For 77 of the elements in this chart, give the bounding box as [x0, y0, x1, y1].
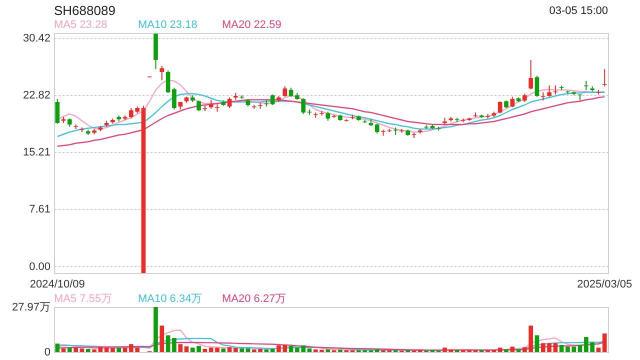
- bar: [498, 348, 502, 352]
- bar: [534, 335, 540, 352]
- bar: [510, 346, 515, 352]
- bar: [178, 344, 183, 352]
- text: MA5 7.55万: [54, 293, 112, 305]
- bar: [227, 347, 232, 352]
- bar: [374, 349, 380, 352]
- candlestick: [528, 60, 533, 90]
- candlestick: [498, 100, 502, 114]
- bar: [172, 338, 176, 352]
- text: 03-05 15:00: [549, 5, 608, 17]
- bar: [166, 335, 170, 352]
- y-tick-label: 30.42: [22, 32, 50, 45]
- bar: [98, 347, 103, 352]
- bar: [55, 344, 60, 352]
- bar: [288, 346, 294, 352]
- line-series: [56, 92, 606, 138]
- bar: [307, 348, 312, 352]
- bar: [578, 344, 582, 352]
- line-series: [56, 338, 606, 351]
- candlestick: [270, 94, 275, 106]
- candlestick: [510, 96, 515, 108]
- y-tick-label: 22.82: [22, 90, 50, 102]
- bar: [86, 348, 90, 352]
- candlestick: [166, 70, 170, 94]
- x-tick-label: 2024/10/09: [30, 278, 85, 290]
- bar: [326, 349, 330, 352]
- text: MA10 6.34万: [138, 293, 202, 305]
- bar: [68, 348, 72, 352]
- y-tick-label: 0.00: [29, 260, 50, 273]
- candlestick: [547, 85, 552, 98]
- candlestick: [227, 97, 232, 108]
- bar: [240, 348, 244, 352]
- bar: [110, 348, 115, 352]
- candlestick: [301, 98, 306, 114]
- text: MA20 22.59: [222, 19, 282, 31]
- bar: [504, 349, 508, 352]
- bar: [74, 348, 78, 352]
- candlestick: [55, 98, 60, 124]
- bar: [61, 348, 66, 352]
- bar: [122, 348, 128, 352]
- text: MA5 23.28: [54, 19, 108, 31]
- bar: [160, 326, 164, 352]
- bar: [553, 343, 558, 352]
- bar: [116, 348, 122, 352]
- chart-title: SH688089: [54, 3, 116, 18]
- bar: [184, 346, 189, 352]
- bar: [516, 349, 521, 352]
- candlestick: [374, 123, 380, 134]
- line-series: [56, 96, 606, 147]
- candlestick: [282, 86, 288, 98]
- bar: [596, 348, 601, 352]
- bar: [270, 348, 275, 352]
- bar: [202, 348, 208, 352]
- bar: [264, 349, 269, 352]
- candlestick: [602, 68, 607, 87]
- text: MA10 23.18: [138, 19, 198, 31]
- bar: [80, 348, 84, 352]
- y-tick-label: 0: [44, 346, 50, 358]
- bar: [234, 348, 238, 352]
- y-tick-label: 15.21: [22, 146, 50, 159]
- candlestick: [172, 87, 176, 110]
- bar: [92, 349, 96, 352]
- bar: [104, 348, 109, 352]
- x-tick-label: 2025/03/05: [577, 278, 632, 290]
- bar: [154, 307, 158, 352]
- line-series: [56, 80, 606, 133]
- y-tick-label: 27.97万: [12, 302, 50, 314]
- bar: [602, 334, 607, 352]
- candlestick: [534, 75, 540, 98]
- candlestick: [196, 100, 201, 112]
- bar: [246, 348, 250, 352]
- y-tick-label: 7.61: [29, 204, 50, 216]
- bar: [221, 348, 226, 352]
- bar: [559, 344, 564, 352]
- line-series: [56, 341, 606, 351]
- text: MA20 6.27万: [222, 293, 286, 305]
